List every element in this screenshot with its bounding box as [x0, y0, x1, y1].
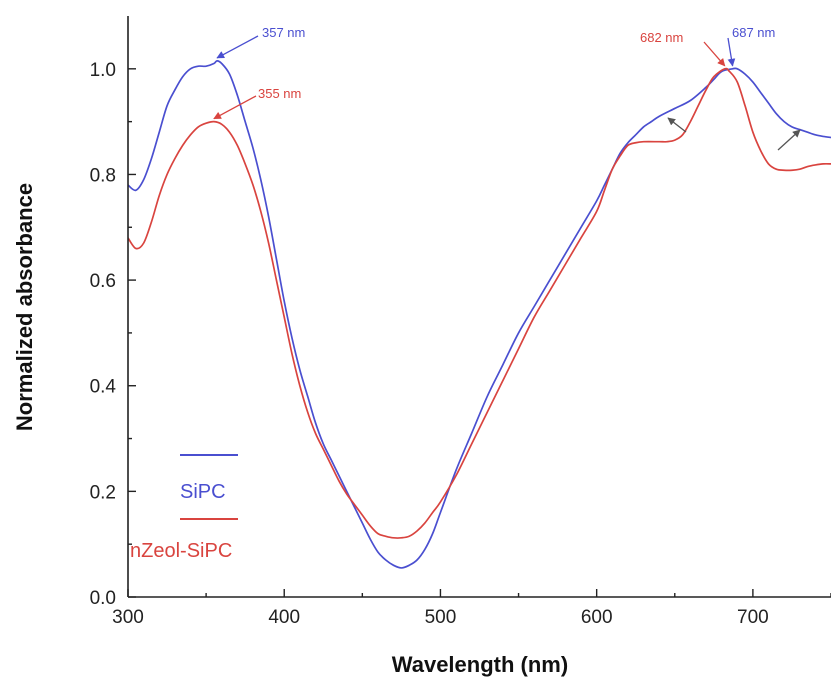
- y-tick-label: 1.0: [90, 60, 116, 81]
- annotation-arrow: [727, 37, 736, 67]
- y-axis-title: Normalized absorbance: [12, 183, 37, 431]
- annotation-arrow: [216, 35, 259, 59]
- annotation-arrow: [213, 95, 257, 120]
- series-line-nzeol-sipc: [128, 67, 831, 539]
- annotation-label: 357 nm: [262, 25, 305, 40]
- y-tick-label: 0.0: [90, 588, 116, 609]
- x-tick-label: 300: [112, 607, 144, 628]
- annotation-label: 687 nm: [732, 25, 775, 40]
- annotations: 357 nm 355 nm 682 nm 687 nm: [213, 25, 775, 120]
- annotation-label: 682 nm: [640, 30, 683, 45]
- x-tick-label: 400: [268, 607, 300, 628]
- annotation-arrow: [703, 41, 726, 67]
- legend-label-nzeol-sipc: nZeol-SiPC: [130, 540, 232, 562]
- x-tick-label: 700: [737, 607, 769, 628]
- series-line-sipc: [128, 60, 831, 569]
- shoulder-arrow-2: [777, 129, 801, 151]
- x-axis-title: Wavelength (nm): [392, 652, 568, 677]
- y-tick-label: 0.2: [90, 482, 116, 503]
- shoulder-arrow-1: [667, 117, 687, 133]
- legend: SiPC nZeol-SiPC: [130, 454, 238, 562]
- y-tick-label: 0.8: [90, 165, 116, 186]
- series-layer: [128, 60, 831, 569]
- x-tick-label: 500: [425, 607, 457, 628]
- x-tick-label: 600: [581, 607, 613, 628]
- shoulder-arrows: [667, 117, 801, 151]
- y-tick-label: 0.4: [90, 377, 117, 398]
- legend-label-sipc: SiPC: [180, 481, 226, 503]
- axes: 300 400 500 600 700 0.0 0.2 0.4 0.6 0.8 1.0: [90, 16, 831, 628]
- y-tick-label: 0.6: [90, 271, 116, 292]
- annotation-label: 355 nm: [258, 86, 301, 101]
